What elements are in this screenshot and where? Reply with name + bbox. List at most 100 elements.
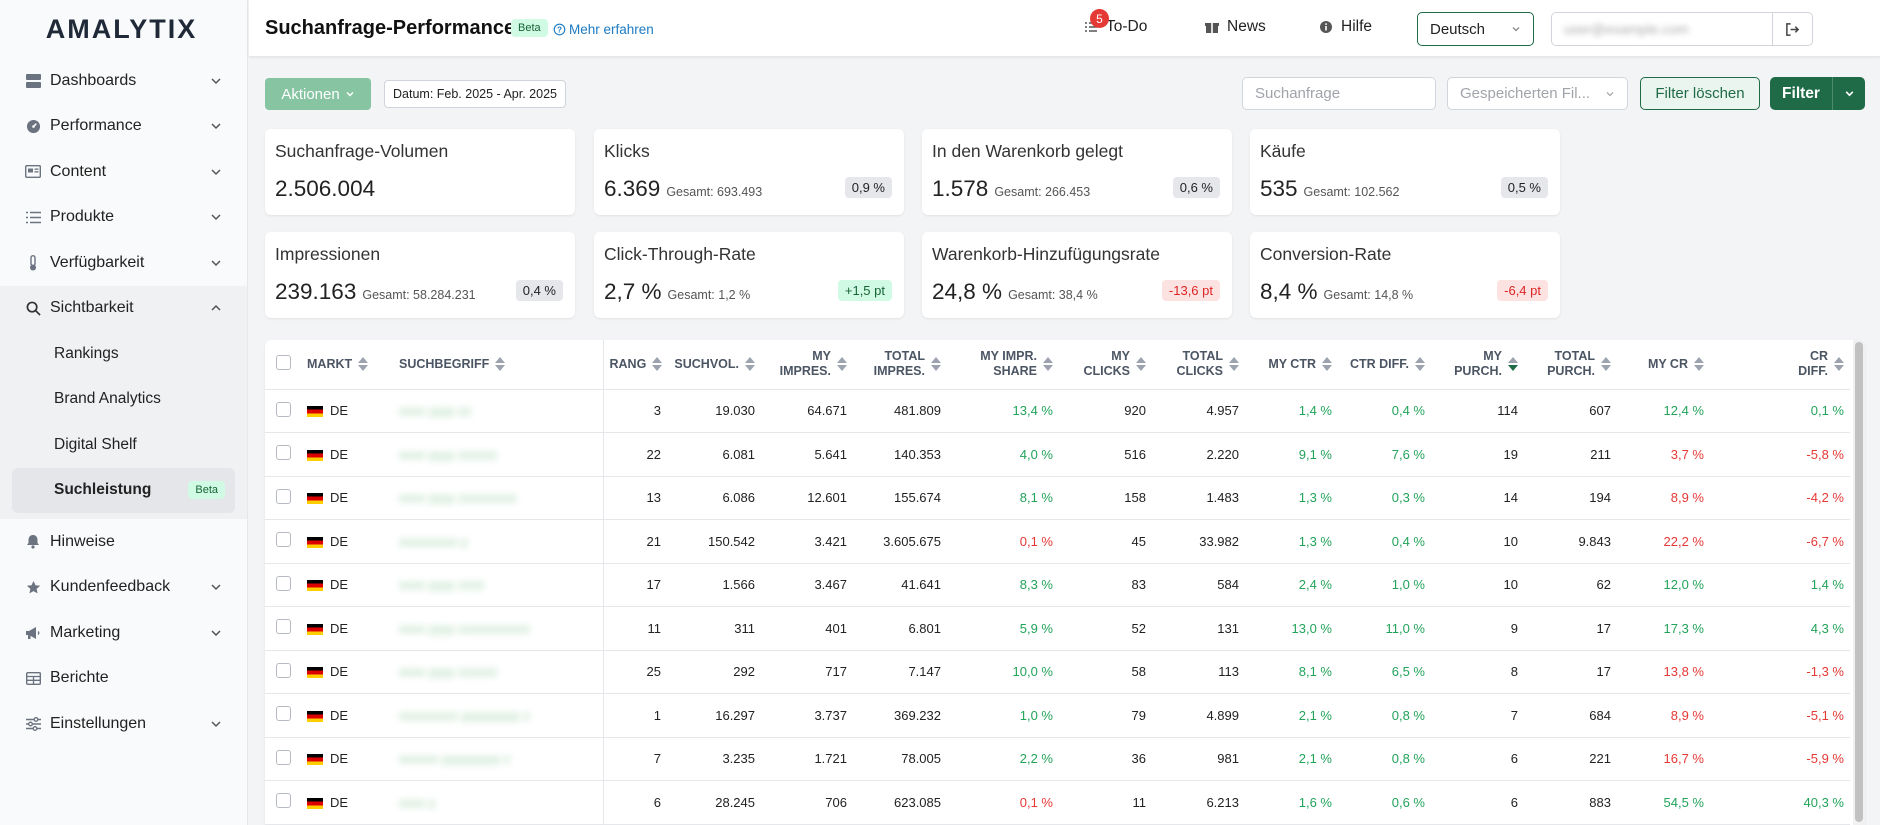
search-term[interactable]: xxxx yyyy zzzzzz — [399, 664, 498, 680]
sort-icon[interactable] — [1043, 357, 1053, 372]
search-query-input[interactable] — [1242, 77, 1436, 110]
search-term-cell[interactable]: xxxx yyyy zzzzzzzzz — [393, 476, 604, 520]
search-term[interactable]: xxxx yyyy zzzzzz — [399, 446, 498, 462]
sort-icon[interactable] — [1229, 357, 1239, 372]
column-header-my-ctr[interactable]: MY CTR — [1245, 340, 1338, 390]
sidebar-item-marketing[interactable]: Marketing — [0, 610, 247, 656]
column-header-total-clicks[interactable]: TOTAL CLICKS — [1152, 340, 1245, 390]
table-row[interactable]: DE xxxx yyyy zzzzzz 22 6.081 5.641 140.353 4,0… — [265, 432, 1850, 477]
sort-icon[interactable] — [652, 357, 663, 372]
search-term-cell[interactable]: xxxx yyyy zzzzzz — [393, 432, 604, 477]
search-term[interactable]: xxxxxxxxx yyyyyyyyy z — [399, 707, 530, 723]
column-header-my-impr-share[interactable]: MY IMPR. SHARE — [947, 340, 1059, 390]
sidebar-item-einstellungen[interactable]: Einstellungen — [0, 701, 247, 747]
table-row[interactable]: DE xxxxxxxxx y 21 150.542 3.421 3.605.675 0,1 … — [265, 519, 1850, 564]
search-term[interactable]: xxxx yyyy zzzz — [399, 577, 485, 593]
sidebar-item-berichte[interactable]: Berichte — [0, 656, 247, 702]
column-header-my-cr[interactable]: MY CR — [1617, 340, 1710, 390]
sidebar-item-dashboards[interactable]: Dashboards — [0, 58, 247, 104]
sort-icon[interactable] — [1834, 357, 1844, 372]
sidebar-item-content[interactable]: Content — [0, 149, 247, 195]
column-header-my-purch[interactable]: MY PURCH. — [1431, 340, 1524, 390]
column-header-my-impres[interactable]: MY IMPRES. — [761, 340, 853, 390]
column-header-my-clicks[interactable]: MY CLICKS — [1059, 340, 1152, 390]
sort-icon[interactable] — [1415, 357, 1425, 372]
language-select[interactable]: Deutsch — [1417, 12, 1534, 46]
sort-icon[interactable] — [1136, 357, 1146, 372]
sort-icon[interactable] — [837, 357, 847, 372]
logout-button[interactable] — [1772, 13, 1812, 45]
sort-icon[interactable] — [495, 357, 506, 372]
search-term-cell[interactable]: xxxx yyyy zzzzzz — [393, 650, 604, 694]
row-checkbox[interactable] — [275, 445, 291, 461]
filter-dropdown-toggle[interactable] — [1832, 77, 1865, 110]
search-term-cell[interactable]: xxxx yyyy zzzzzzzzzzz — [393, 606, 604, 651]
table-row[interactable]: DE xxxxxxxxx yyyyyyyyy z 1 16.297 3.737 369.2… — [265, 693, 1850, 738]
actions-button[interactable]: Aktionen — [265, 78, 371, 110]
sidebar-subitem-digital-shelf[interactable]: Digital Shelf — [0, 422, 247, 468]
search-term-cell[interactable]: xxxxxx yyyyyyyyy z — [393, 737, 604, 781]
column-header-markt[interactable]: MARKT — [301, 340, 393, 390]
sidebar-item-kundenfeedback[interactable]: Kundenfeedback — [0, 565, 247, 611]
help-button[interactable]: Hilfe — [1319, 18, 1372, 36]
row-checkbox[interactable] — [275, 706, 291, 722]
sidebar-item-performance[interactable]: Performance — [0, 104, 247, 150]
sort-icon[interactable] — [1322, 357, 1332, 372]
table-row[interactable]: DE xxxx yyyy zzzzzzzzz 13 6.086 12.601 155.67… — [265, 476, 1850, 520]
date-range-button[interactable]: Datum: Feb. 2025 - Apr. 2025 — [384, 80, 566, 108]
table-row[interactable]: DE xxxxxx yyyyyyyyy z 7 3.235 1.721 78.005 2,2… — [265, 737, 1850, 781]
search-term[interactable]: xxxx yyyy zzzzzzzzzzz — [399, 620, 530, 636]
row-checkbox[interactable] — [275, 793, 291, 809]
sidebar-item-verfügbarkeit[interactable]: Verfügbarkeit — [0, 240, 247, 286]
column-header-rang[interactable]: RANG — [603, 340, 667, 390]
row-checkbox[interactable] — [275, 749, 291, 765]
filter-button[interactable]: Filter — [1782, 84, 1820, 102]
saved-filter-select[interactable]: Gespeicherten Fil... — [1447, 77, 1628, 110]
column-header-suchbegriff[interactable]: SUCHBEGRIFF — [393, 340, 604, 390]
sidebar-subitem-rankings[interactable]: Rankings — [0, 331, 247, 377]
search-term[interactable]: xxxx y — [399, 794, 436, 810]
sort-icon[interactable] — [745, 357, 755, 372]
row-checkbox[interactable] — [275, 488, 291, 504]
table-scrollbar[interactable] — [1853, 340, 1865, 825]
clear-filter-button[interactable]: Filter löschen — [1640, 77, 1760, 110]
news-button[interactable]: News — [1205, 18, 1266, 36]
search-term-cell[interactable]: xxxx yyyy zz — [393, 389, 604, 433]
sidebar-subitem-brand-analytics[interactable]: Brand Analytics — [0, 377, 247, 423]
app-logo[interactable]: AMALYTIX — [45, 13, 198, 44]
table-row[interactable]: DE xxxx yyyy zzzzzz 25 292 717 7.147 10,0 % 58 1… — [265, 650, 1850, 694]
sort-icon[interactable] — [931, 357, 941, 372]
row-checkbox[interactable] — [275, 575, 291, 591]
row-checkbox[interactable] — [275, 532, 291, 548]
scrollbar-thumb[interactable] — [1855, 342, 1863, 822]
search-term-cell[interactable]: xxxx yyyy zzzz — [393, 563, 604, 607]
sidebar-item-produkte[interactable]: Produkte — [0, 195, 247, 241]
sidebar-item-sichtbarkeit[interactable]: Sichtbarkeit — [0, 285, 247, 331]
row-checkbox[interactable] — [275, 401, 291, 417]
search-term-cell[interactable]: xxxxxxxxx y — [393, 519, 604, 564]
todo-button[interactable]: 5 To-Do — [1084, 9, 1147, 36]
search-term-cell[interactable]: xxxxxxxxx yyyyyyyyy z — [393, 693, 604, 738]
sort-icon[interactable] — [1694, 357, 1704, 372]
table-row[interactable]: DE xxxx yyyy zz 3 19.030 64.671 481.809 13,4 %… — [265, 389, 1850, 433]
column-header-total-impres[interactable]: TOTAL IMPRES. — [853, 340, 947, 390]
sidebar-item-hinweise[interactable]: Hinweise — [0, 519, 247, 565]
search-term[interactable]: xxxx yyyy zz — [399, 403, 472, 419]
sort-icon[interactable] — [358, 357, 369, 372]
column-header-cr-diff[interactable]: CR DIFF. — [1710, 340, 1850, 390]
row-checkbox[interactable] — [275, 662, 291, 678]
learn-more-link[interactable]: ? Mehr erfahren — [553, 22, 654, 37]
row-checkbox[interactable] — [275, 619, 291, 635]
column-header-total-purch[interactable]: TOTAL PURCH. — [1524, 340, 1617, 390]
table-row[interactable]: DE xxxx yyyy zzzzzzzzzzz 11 311 401 6.801 5,9 … — [265, 606, 1850, 651]
search-term-cell[interactable]: xxxx y — [393, 780, 604, 825]
table-row[interactable]: DE xxxx yyyy zzzz 17 1.566 3.467 41.641 8,3 % 8… — [265, 563, 1850, 607]
search-term[interactable]: xxxx yyyy zzzzzzzzz — [399, 490, 517, 506]
sort-icon[interactable] — [1601, 357, 1611, 372]
sort-icon[interactable] — [1508, 357, 1518, 372]
search-term[interactable]: xxxxxxxxx y — [399, 533, 468, 549]
sidebar-subitem-suchleistung[interactable]: Suchleistung Beta — [12, 467, 235, 513]
column-header-suchvol[interactable]: SUCHVOL. — [667, 340, 761, 390]
search-term[interactable]: xxxxxx yyyyyyyyy z — [399, 751, 511, 767]
table-row[interactable]: DE xxxx y 6 28.245 706 623.085 0,1 % 11 6.213 1,6… — [265, 780, 1850, 825]
